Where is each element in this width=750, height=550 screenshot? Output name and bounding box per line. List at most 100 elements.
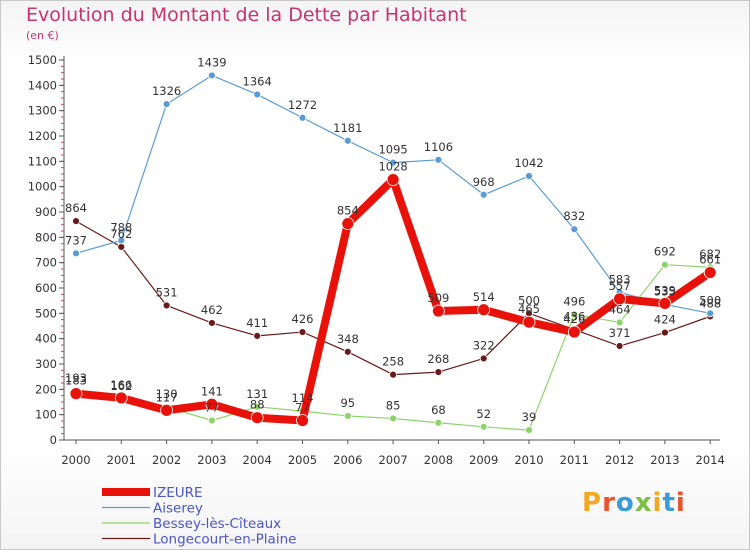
data-point bbox=[431, 304, 445, 318]
data-label: 864 bbox=[65, 201, 87, 215]
data-point bbox=[296, 414, 309, 427]
data-point bbox=[343, 347, 352, 356]
data-label: 1181 bbox=[333, 121, 362, 135]
data-label: 762 bbox=[110, 227, 132, 241]
data-label: 539 bbox=[654, 283, 676, 297]
data-label: 583 bbox=[609, 272, 631, 286]
data-label: 52 bbox=[476, 407, 491, 421]
y-tick-label: 400 bbox=[35, 332, 57, 346]
x-tick-label: 2001 bbox=[107, 453, 136, 467]
data-point bbox=[706, 309, 715, 318]
data-label: 39 bbox=[522, 410, 537, 424]
data-point bbox=[613, 292, 626, 306]
x-tick-label: 2010 bbox=[514, 453, 543, 467]
data-point bbox=[298, 328, 307, 336]
y-tick-label: 1100 bbox=[28, 154, 57, 168]
data-label: 531 bbox=[156, 285, 178, 299]
data-label: 183 bbox=[65, 374, 87, 388]
data-point bbox=[72, 249, 80, 258]
x-tick-label: 2009 bbox=[469, 453, 498, 467]
data-label: 509 bbox=[427, 291, 449, 305]
data-point bbox=[525, 426, 533, 435]
data-label: 371 bbox=[609, 326, 631, 340]
data-label: 737 bbox=[65, 233, 87, 247]
logo-letter: o bbox=[615, 488, 635, 518]
data-label: 682 bbox=[699, 247, 721, 261]
data-point bbox=[117, 236, 126, 245]
data-label: 488 bbox=[699, 296, 721, 310]
data-point bbox=[343, 412, 352, 420]
legend-label: Aiserey bbox=[153, 501, 203, 517]
chart-title: Evolution du Montant de la Dette par Hab… bbox=[26, 4, 467, 26]
data-label: 854 bbox=[337, 204, 359, 218]
data-point bbox=[207, 416, 216, 425]
chart-series bbox=[69, 71, 717, 435]
data-point bbox=[477, 303, 491, 317]
data-point bbox=[661, 260, 669, 269]
data-point bbox=[298, 113, 307, 122]
chart-unit: (en €) bbox=[26, 29, 59, 42]
data-point bbox=[522, 315, 536, 329]
logo-letter: i bbox=[652, 488, 663, 518]
data-label: 424 bbox=[654, 313, 676, 327]
data-label: 268 bbox=[427, 352, 449, 366]
data-label: 1439 bbox=[197, 55, 226, 69]
y-tick-label: 0 bbox=[50, 433, 57, 447]
data-label: 535 bbox=[654, 284, 676, 298]
data-label: 1364 bbox=[243, 74, 272, 88]
data-point bbox=[479, 422, 488, 431]
y-tick-label: 1200 bbox=[28, 129, 57, 143]
x-tick-label: 2014 bbox=[696, 453, 725, 467]
data-label: 968 bbox=[473, 175, 495, 189]
x-tick-label: 2006 bbox=[333, 453, 362, 467]
data-label: 661 bbox=[699, 253, 721, 267]
data-label: 1042 bbox=[514, 156, 543, 170]
data-label: 692 bbox=[654, 245, 676, 259]
data-label: 77 bbox=[295, 400, 310, 414]
data-label: 411 bbox=[246, 316, 268, 330]
logo-letter: P bbox=[582, 488, 603, 518]
data-point bbox=[389, 370, 398, 379]
x-tick-label: 2012 bbox=[605, 453, 634, 467]
data-point bbox=[386, 173, 400, 186]
logo-letter: t bbox=[662, 488, 676, 518]
data-label: 130 bbox=[156, 387, 178, 401]
data-point bbox=[570, 225, 579, 234]
data-point bbox=[117, 243, 126, 251]
legend-label: Bessey-lès-Cîteaux bbox=[153, 516, 281, 532]
data-point bbox=[658, 297, 672, 310]
y-tick-label: 1500 bbox=[28, 53, 57, 67]
data-point bbox=[615, 318, 624, 327]
x-tick-label: 2005 bbox=[288, 453, 317, 467]
data-label: 68 bbox=[431, 403, 446, 417]
y-tick-label: 800 bbox=[35, 230, 57, 244]
data-point bbox=[479, 354, 488, 363]
x-tick-label: 2013 bbox=[650, 453, 679, 467]
data-point bbox=[434, 418, 443, 427]
logo-letter: x bbox=[634, 488, 653, 518]
data-label: 500 bbox=[518, 293, 540, 307]
x-tick-label: 2000 bbox=[61, 453, 90, 467]
data-point bbox=[250, 411, 264, 425]
data-point bbox=[343, 136, 352, 145]
data-point bbox=[389, 158, 398, 167]
x-tick-label: 2004 bbox=[243, 453, 272, 467]
data-label: 162 bbox=[110, 379, 132, 393]
x-tick-label: 2007 bbox=[378, 453, 407, 467]
logo-letter: r bbox=[602, 488, 616, 518]
data-point bbox=[703, 266, 717, 279]
data-label: 788 bbox=[110, 220, 132, 234]
data-label: 426 bbox=[292, 312, 314, 326]
data-point bbox=[253, 402, 262, 411]
data-label: 436 bbox=[563, 310, 585, 324]
y-tick-label: 600 bbox=[35, 281, 57, 295]
x-tick-label: 2008 bbox=[424, 453, 453, 467]
data-label: 426 bbox=[563, 312, 585, 326]
legend-label: IZEURE bbox=[153, 485, 203, 501]
data-point bbox=[162, 100, 171, 108]
y-tick-label: 100 bbox=[35, 408, 57, 422]
data-point bbox=[479, 190, 488, 199]
data-point bbox=[567, 325, 581, 339]
data-label: 258 bbox=[382, 355, 404, 369]
